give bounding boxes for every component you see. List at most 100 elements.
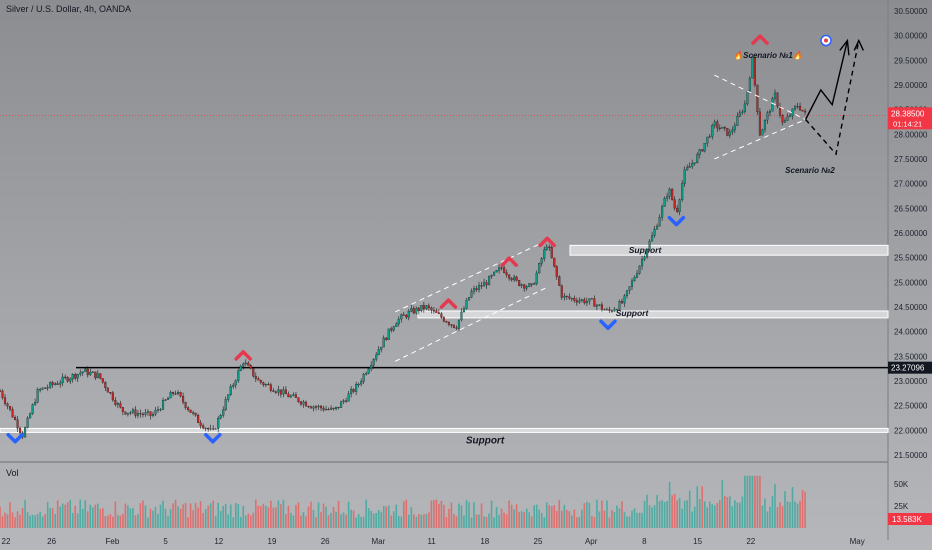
candle-body bbox=[550, 247, 553, 259]
volume-bar bbox=[224, 503, 227, 528]
volume-bar bbox=[799, 500, 801, 528]
support-zone[interactable] bbox=[417, 310, 889, 319]
candle-body bbox=[136, 413, 139, 416]
candle-body bbox=[387, 328, 390, 340]
volume-bar bbox=[51, 508, 54, 528]
candle-body bbox=[292, 394, 295, 397]
volume-bar bbox=[683, 500, 686, 528]
volume-bar bbox=[255, 499, 257, 528]
volume-bar bbox=[212, 500, 214, 528]
candle-body bbox=[166, 397, 170, 400]
candle-body bbox=[472, 288, 476, 292]
volume-last-label: 13.583K bbox=[892, 515, 922, 524]
volume-bar bbox=[643, 500, 646, 528]
volume-bar bbox=[395, 504, 398, 528]
channel-upper-line[interactable] bbox=[394, 239, 548, 313]
candle-body bbox=[192, 412, 195, 414]
scenario1-path[interactable] bbox=[804, 40, 849, 120]
candle-body bbox=[410, 308, 413, 312]
volume-bar bbox=[759, 475, 761, 528]
volume-bar bbox=[410, 507, 413, 528]
volume-bar bbox=[360, 516, 362, 528]
candle-body bbox=[327, 408, 330, 411]
volume-bar bbox=[470, 517, 473, 528]
volume-bar bbox=[540, 512, 543, 528]
candle-body bbox=[222, 409, 225, 416]
volume-bar bbox=[741, 496, 744, 528]
volume-bar bbox=[698, 499, 701, 528]
candle-body bbox=[345, 400, 348, 402]
candle-body bbox=[187, 407, 190, 411]
volume-bar bbox=[0, 506, 1, 528]
candle-body bbox=[503, 267, 506, 273]
candle-body bbox=[69, 378, 72, 382]
support-zone[interactable] bbox=[569, 244, 889, 256]
volume-bar bbox=[693, 506, 696, 528]
volume-bar bbox=[327, 515, 330, 528]
volume-bar bbox=[71, 513, 74, 528]
candle-body bbox=[751, 57, 754, 79]
triangle-upper-line[interactable] bbox=[714, 74, 806, 120]
triangle-lower-line[interactable] bbox=[714, 119, 806, 160]
volume-bar bbox=[651, 507, 653, 528]
candle-body bbox=[375, 354, 378, 360]
volume-bar bbox=[219, 511, 222, 528]
candle-body bbox=[801, 109, 804, 112]
volume-bar bbox=[244, 515, 247, 528]
volume-bar bbox=[794, 501, 796, 528]
candle-body bbox=[630, 280, 634, 287]
volume-label: Vol bbox=[6, 468, 19, 478]
volume-bar bbox=[744, 475, 746, 528]
volume-bar bbox=[315, 517, 317, 528]
volume-bar bbox=[107, 515, 109, 528]
volume-bar bbox=[718, 500, 721, 528]
channel-lower-line[interactable] bbox=[394, 286, 548, 362]
candle-body bbox=[39, 389, 42, 391]
candle-body bbox=[593, 298, 596, 307]
candle-body bbox=[778, 106, 782, 116]
volume-bar bbox=[638, 512, 641, 528]
volume-axis-label: 25K bbox=[894, 502, 909, 511]
volume-bar bbox=[686, 500, 688, 528]
scenario2-path[interactable] bbox=[805, 40, 860, 156]
candle-body bbox=[335, 406, 338, 410]
candle-body bbox=[713, 121, 716, 126]
volume-bar bbox=[335, 511, 337, 528]
candle-body bbox=[711, 125, 714, 137]
volume-bar bbox=[84, 500, 87, 528]
volume-bar bbox=[656, 494, 658, 528]
candle-body bbox=[41, 387, 44, 390]
volume-bar bbox=[423, 514, 425, 528]
volume-bar bbox=[560, 510, 563, 528]
volume-bar bbox=[86, 511, 89, 528]
candle-body bbox=[34, 402, 37, 405]
scenario1-label: 🔥Scenario №1🔥 bbox=[733, 50, 804, 60]
candle-body bbox=[277, 389, 280, 393]
candle-body bbox=[493, 271, 496, 276]
volume-bar bbox=[563, 504, 566, 528]
candle-body bbox=[224, 399, 227, 411]
volume-bar bbox=[463, 515, 465, 528]
volume-bar bbox=[448, 508, 450, 528]
volume-bar bbox=[345, 514, 347, 528]
candle-body bbox=[515, 276, 518, 281]
candle-body bbox=[585, 301, 588, 304]
volume-bar bbox=[49, 507, 51, 528]
candle-body bbox=[214, 428, 217, 430]
x-tick-label: 18 bbox=[480, 537, 489, 546]
volume-bar bbox=[568, 511, 571, 528]
candle-body bbox=[307, 405, 310, 408]
candle-body bbox=[294, 394, 297, 398]
candle-body bbox=[370, 365, 373, 370]
volume-bar bbox=[169, 509, 172, 528]
volume-bar bbox=[455, 516, 458, 528]
support-zone[interactable] bbox=[0, 427, 889, 433]
candle-body bbox=[623, 295, 626, 304]
volume-bar bbox=[204, 509, 207, 528]
candle-body bbox=[417, 307, 420, 312]
volume-bar bbox=[591, 515, 593, 528]
candle-body bbox=[405, 314, 408, 318]
y-tick-label: 21.50000 bbox=[894, 451, 928, 460]
